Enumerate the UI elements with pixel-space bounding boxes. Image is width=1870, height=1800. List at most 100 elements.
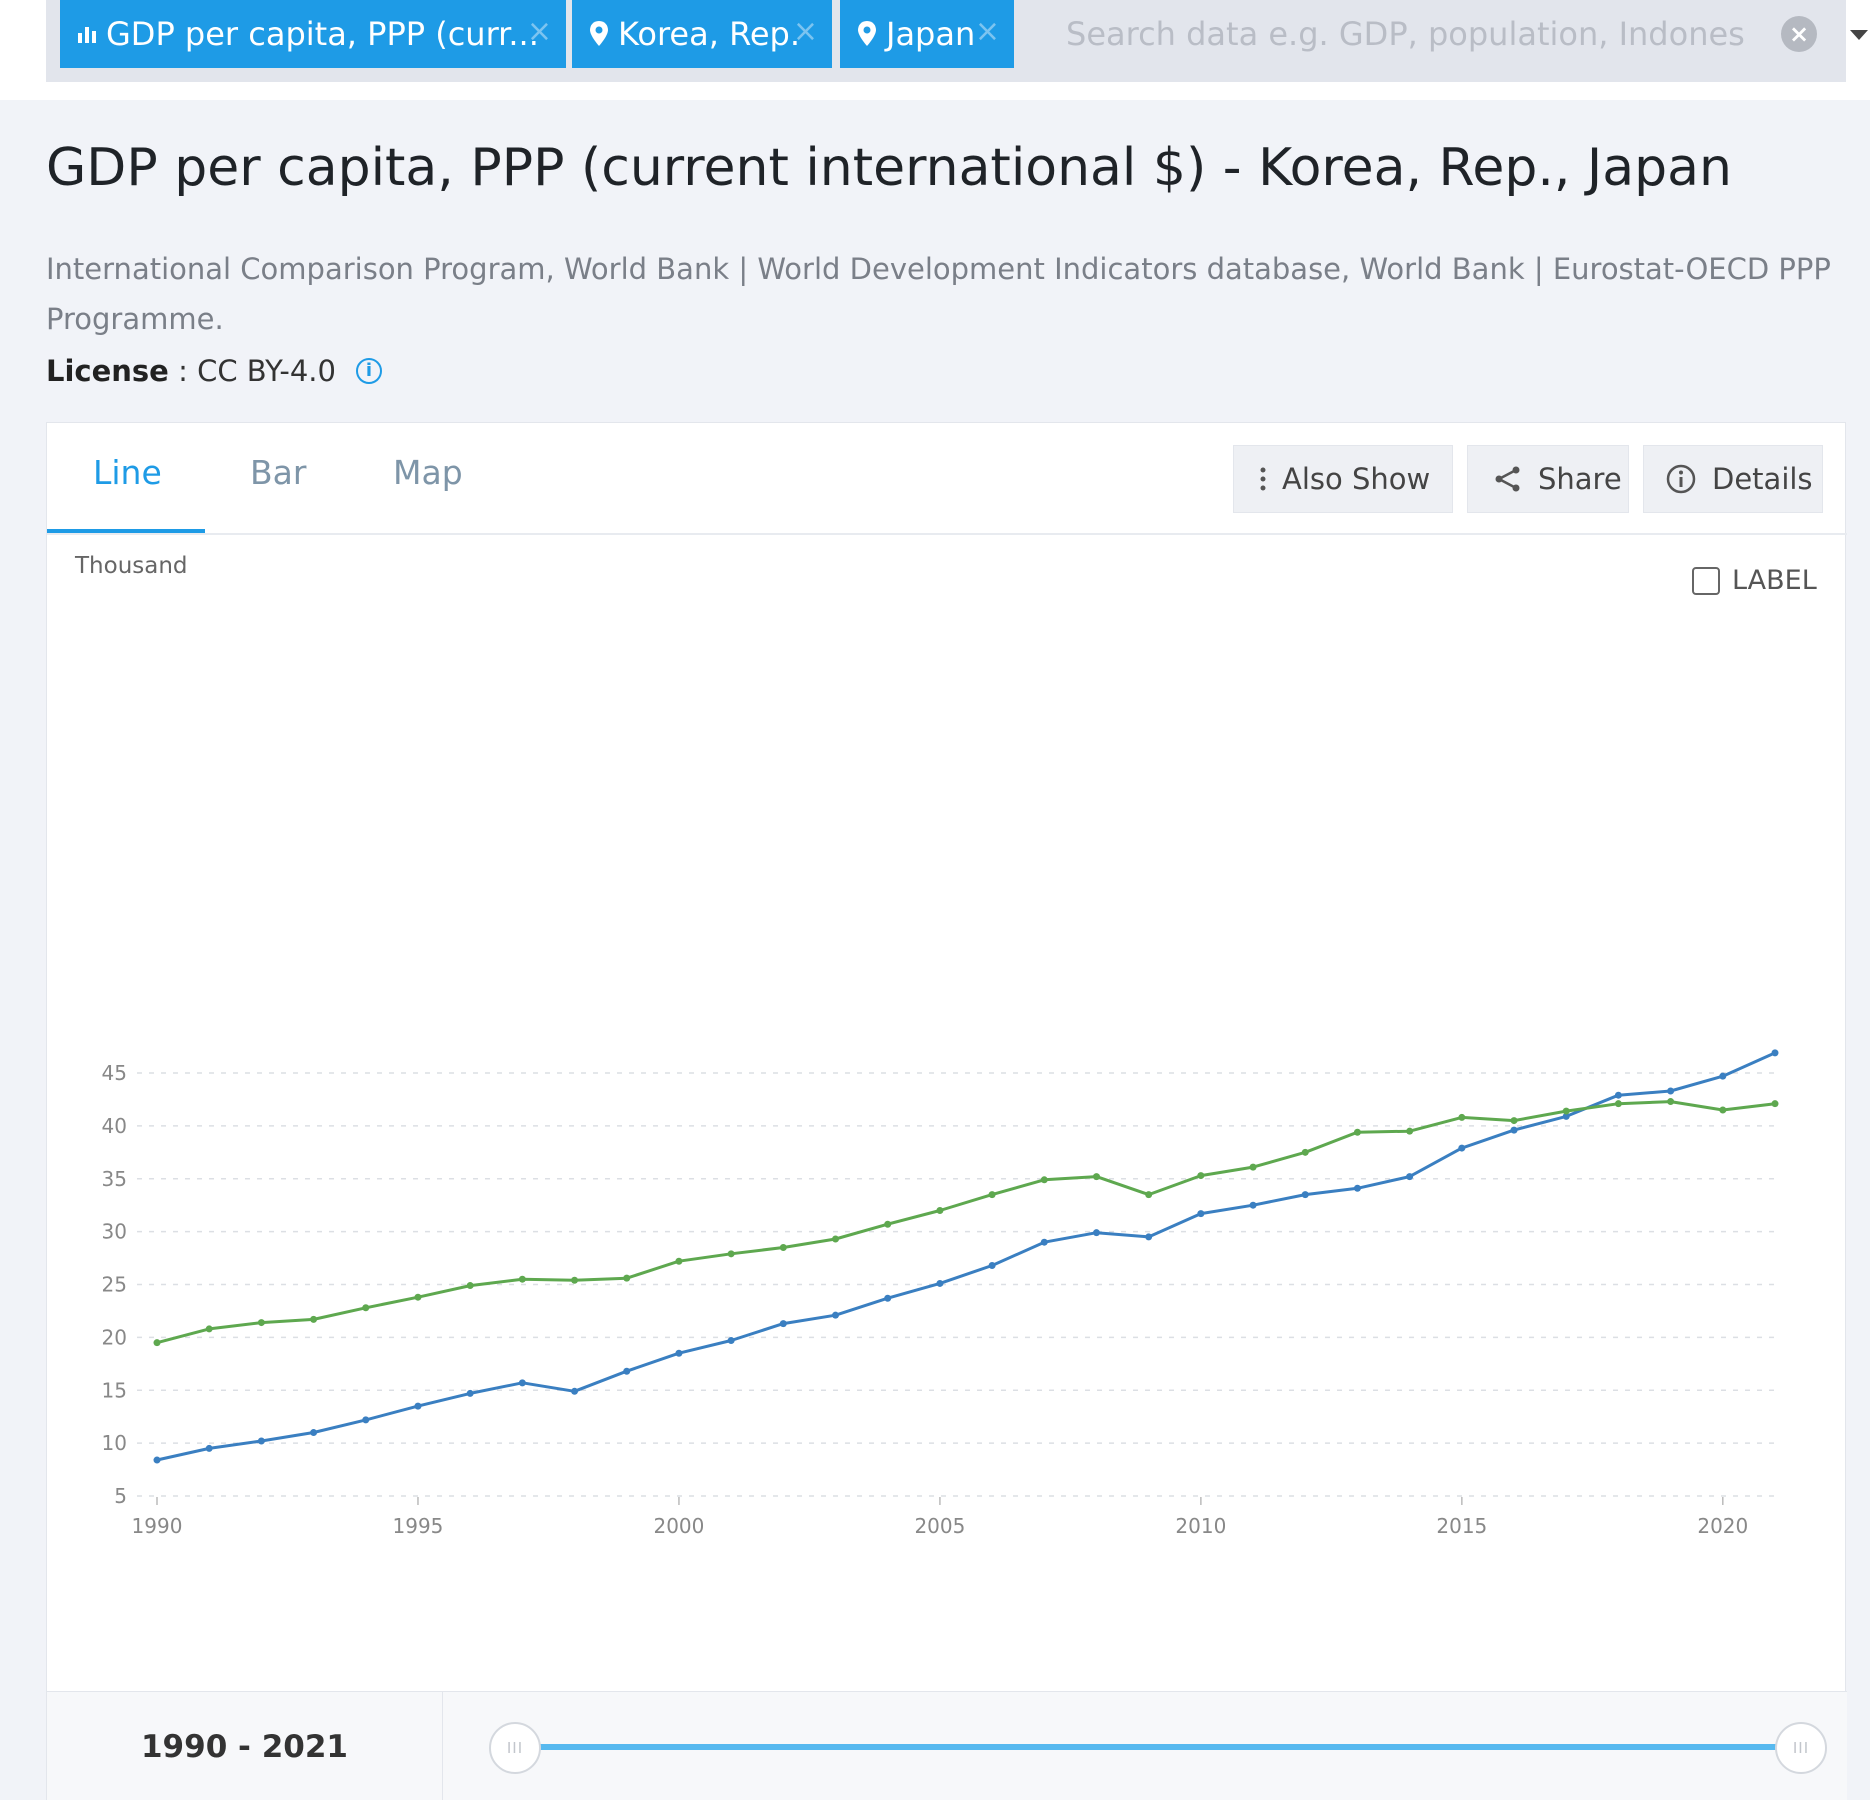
data-point-japan[interactable] xyxy=(1562,1107,1570,1115)
data-point-korea-rep[interactable] xyxy=(1353,1184,1361,1192)
chevron-down-icon[interactable] xyxy=(1850,30,1868,40)
data-point-korea-rep[interactable] xyxy=(936,1279,944,1287)
info-icon[interactable]: i xyxy=(355,358,382,384)
license-row: License : CC BY-4.0 i xyxy=(46,354,382,388)
data-point-korea-rep[interactable] xyxy=(153,1456,161,1464)
data-point-korea-rep[interactable] xyxy=(1092,1229,1100,1237)
data-point-korea-rep[interactable] xyxy=(310,1429,318,1437)
label-toggle[interactable]: LABEL xyxy=(1692,565,1817,596)
data-point-japan[interactable] xyxy=(1667,1098,1675,1106)
data-point-japan[interactable] xyxy=(1249,1163,1257,1171)
data-point-korea-rep[interactable] xyxy=(1249,1201,1257,1209)
data-point-japan[interactable] xyxy=(1197,1172,1205,1180)
data-point-korea-rep[interactable] xyxy=(884,1294,892,1302)
share-button[interactable]: Share xyxy=(1467,445,1629,513)
data-point-korea-rep[interactable] xyxy=(414,1402,422,1410)
data-point-japan[interactable] xyxy=(153,1339,161,1347)
data-point-korea-rep[interactable] xyxy=(257,1437,265,1445)
data-point-korea-rep[interactable] xyxy=(1667,1087,1675,1095)
line-chart: 5 10 15 20 25 30 35 40 45 1990 1995 2000 2005 2010 201… xyxy=(102,1049,1779,1538)
data-sources: International Comparison Program, World … xyxy=(46,252,1831,336)
tab-line[interactable]: Line xyxy=(93,453,162,492)
data-point-japan[interactable] xyxy=(205,1325,213,1333)
data-point-korea-rep[interactable] xyxy=(466,1389,474,1397)
data-point-japan[interactable] xyxy=(936,1206,944,1214)
data-point-japan[interactable] xyxy=(362,1304,370,1312)
data-point-korea-rep[interactable] xyxy=(518,1379,526,1387)
close-icon[interactable]: × xyxy=(974,14,1000,49)
data-point-japan[interactable] xyxy=(988,1191,996,1199)
data-point-japan[interactable] xyxy=(310,1315,318,1323)
data-point-japan[interactable] xyxy=(623,1274,631,1282)
data-point-korea-rep[interactable] xyxy=(779,1320,787,1328)
data-point-japan[interactable] xyxy=(1406,1127,1414,1135)
y-tick-label: 5 xyxy=(114,1484,127,1508)
data-point-japan[interactable] xyxy=(1719,1106,1727,1114)
tab-map[interactable]: Map xyxy=(393,453,463,492)
map-pin-icon xyxy=(586,20,612,48)
y-tick-label: 40 xyxy=(102,1114,127,1138)
data-point-korea-rep[interactable] xyxy=(988,1261,996,1269)
data-point-japan[interactable] xyxy=(414,1293,422,1301)
country-chip-japan[interactable]: Japan × xyxy=(840,0,1014,68)
country-chip-korea[interactable]: Korea, Rep. × xyxy=(572,0,832,68)
data-point-korea-rep[interactable] xyxy=(1458,1144,1466,1152)
also-show-button[interactable]: Also Show xyxy=(1233,445,1453,513)
data-point-korea-rep[interactable] xyxy=(571,1387,579,1395)
data-point-japan[interactable] xyxy=(1614,1100,1622,1108)
data-point-japan[interactable] xyxy=(727,1250,735,1258)
details-label: Details xyxy=(1712,462,1813,496)
data-point-korea-rep[interactable] xyxy=(1771,1049,1779,1057)
year-range-track[interactable] xyxy=(525,1744,1787,1750)
data-point-korea-rep[interactable] xyxy=(1406,1173,1414,1181)
data-point-japan[interactable] xyxy=(518,1275,526,1283)
data-point-korea-rep[interactable] xyxy=(1197,1210,1205,1218)
data-point-korea-rep[interactable] xyxy=(205,1444,213,1452)
data-point-korea-rep[interactable] xyxy=(1510,1126,1518,1134)
data-point-japan[interactable] xyxy=(1458,1113,1466,1121)
close-icon[interactable]: × xyxy=(792,14,818,49)
data-point-korea-rep[interactable] xyxy=(1301,1191,1309,1199)
y-tick-label: 45 xyxy=(102,1061,127,1085)
series-line-korea-rep[interactable] xyxy=(156,1051,1776,1462)
data-point-korea-rep[interactable] xyxy=(675,1349,683,1357)
data-point-korea-rep[interactable] xyxy=(1614,1091,1622,1099)
data-point-japan[interactable] xyxy=(1771,1100,1779,1108)
range-start-handle[interactable]: III xyxy=(489,1722,541,1774)
data-point-japan[interactable] xyxy=(884,1220,892,1228)
data-point-korea-rep[interactable] xyxy=(1562,1112,1570,1120)
data-point-japan[interactable] xyxy=(1510,1117,1518,1125)
tab-bar[interactable]: Bar xyxy=(250,453,307,492)
data-point-korea-rep[interactable] xyxy=(832,1311,840,1319)
indicator-chip[interactable]: GDP per capita, PPP (curr... × xyxy=(60,0,566,68)
data-point-japan[interactable] xyxy=(1301,1148,1309,1156)
data-point-korea-rep[interactable] xyxy=(1040,1238,1048,1246)
data-point-korea-rep[interactable] xyxy=(727,1337,735,1345)
search-box[interactable]: GDP per capita, PPP (curr... × Korea, Re… xyxy=(46,0,1868,82)
data-point-japan[interactable] xyxy=(1092,1173,1100,1181)
details-button[interactable]: Details xyxy=(1643,445,1823,513)
range-end-handle[interactable]: III xyxy=(1775,1722,1827,1774)
series-line-japan[interactable] xyxy=(156,1100,1776,1345)
label-checkbox[interactable] xyxy=(1692,566,1720,595)
data-point-japan[interactable] xyxy=(466,1282,474,1290)
data-point-japan[interactable] xyxy=(1040,1176,1048,1184)
license-separator: : xyxy=(168,354,198,388)
data-point-japan[interactable] xyxy=(832,1235,840,1243)
country-chip-label: Korea, Rep. xyxy=(618,15,801,53)
data-point-korea-rep[interactable] xyxy=(362,1416,370,1424)
top-bar: GDP per capita, PPP (curr... × Korea, Re… xyxy=(0,0,1870,100)
data-point-japan[interactable] xyxy=(675,1257,683,1265)
data-point-korea-rep[interactable] xyxy=(1145,1233,1153,1241)
data-point-japan[interactable] xyxy=(257,1319,265,1327)
data-point-japan[interactable] xyxy=(1145,1191,1153,1199)
data-point-korea-rep[interactable] xyxy=(1719,1072,1727,1080)
data-point-japan[interactable] xyxy=(571,1276,579,1284)
search-input[interactable] xyxy=(1066,12,1746,56)
data-point-japan[interactable] xyxy=(779,1243,787,1251)
clear-search-icon[interactable]: × xyxy=(1781,16,1817,52)
gridlines xyxy=(137,1072,1777,1497)
data-point-japan[interactable] xyxy=(1353,1128,1361,1136)
close-icon[interactable]: × xyxy=(526,14,552,49)
data-point-korea-rep[interactable] xyxy=(623,1367,631,1375)
